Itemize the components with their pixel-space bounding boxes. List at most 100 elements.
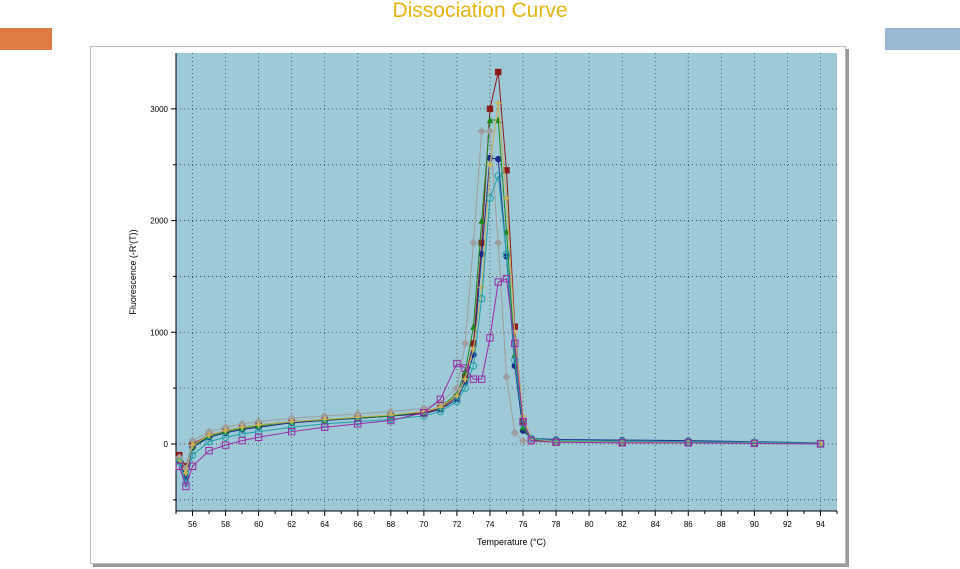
data-point xyxy=(478,239,485,247)
x-tick-label: 64 xyxy=(320,520,329,529)
series-line xyxy=(178,175,821,485)
data-point xyxy=(477,127,486,136)
data-point xyxy=(188,436,197,445)
dissociation-chart: 56 58 60 62 64 66 68 70 72 74 76 78 80 82 84 86 88 90 92 94… xyxy=(128,53,838,547)
data-point xyxy=(254,433,263,441)
data-point xyxy=(419,407,429,416)
data-point xyxy=(478,295,486,303)
y-tick-label: 3000 xyxy=(150,105,168,114)
data-point xyxy=(436,395,445,403)
x-tick-label: 76 xyxy=(519,520,528,529)
data-point xyxy=(551,437,561,446)
accent-bar-left xyxy=(0,28,52,50)
chart-frame: 56 58 60 62 64 66 68 70 72 74 76 78 80 82 84 86 88 90 92 94… xyxy=(90,46,846,564)
data-point xyxy=(486,334,494,342)
data-point xyxy=(461,384,469,392)
data-point xyxy=(618,439,626,447)
data-point xyxy=(477,283,486,292)
data-point xyxy=(518,411,528,421)
data-point xyxy=(469,375,478,383)
data-point xyxy=(617,438,627,447)
data-point xyxy=(684,439,692,447)
data-point xyxy=(503,228,510,235)
data-point xyxy=(354,420,362,428)
data-point xyxy=(436,402,445,412)
data-point xyxy=(470,322,477,330)
data-point xyxy=(387,416,395,425)
data-point xyxy=(287,417,296,426)
data-point xyxy=(486,105,494,113)
data-point xyxy=(461,364,469,372)
data-point xyxy=(205,446,213,455)
data-point xyxy=(495,68,502,76)
y-tick-label: 1000 xyxy=(150,328,168,337)
data-point xyxy=(494,99,503,108)
data-point xyxy=(460,374,470,384)
data-point xyxy=(816,440,825,448)
data-point xyxy=(478,216,485,224)
data-point xyxy=(221,426,230,435)
data-point xyxy=(494,238,503,247)
data-point xyxy=(502,372,511,381)
x-tick-label: 92 xyxy=(783,520,792,529)
data-point xyxy=(204,430,214,440)
data-point xyxy=(205,438,213,446)
slide-title: Dissociation Curve xyxy=(392,0,568,22)
x-tick-label: 74 xyxy=(486,520,495,529)
data-point xyxy=(502,274,511,283)
data-point xyxy=(494,172,502,180)
x-tick-label: 58 xyxy=(221,520,230,529)
data-point xyxy=(469,344,478,354)
data-point xyxy=(175,455,184,464)
x-tick-label: 82 xyxy=(618,520,627,529)
data-point xyxy=(221,441,230,449)
data-point xyxy=(502,194,511,203)
data-point xyxy=(511,356,519,364)
data-point xyxy=(469,238,478,247)
data-point xyxy=(420,408,428,417)
x-tick-label: 68 xyxy=(386,520,395,529)
x-tick-label: 80 xyxy=(585,520,594,529)
data-point xyxy=(175,458,184,466)
x-tick-label: 72 xyxy=(452,520,461,529)
data-point xyxy=(353,412,362,422)
data-point xyxy=(237,423,247,432)
x-tick-label: 70 xyxy=(419,520,428,529)
data-point xyxy=(684,438,693,447)
data-point xyxy=(436,407,445,416)
data-point xyxy=(510,328,519,337)
data-point xyxy=(386,410,396,420)
x-tick-label: 84 xyxy=(651,520,660,529)
data-point xyxy=(181,464,190,473)
data-point xyxy=(452,391,462,401)
x-tick-label: 88 xyxy=(717,520,726,529)
data-point xyxy=(287,423,296,431)
data-point xyxy=(510,428,519,437)
y-tick-label: 2000 xyxy=(150,217,168,226)
data-point xyxy=(320,415,329,424)
x-tick-label: 56 xyxy=(188,520,197,529)
data-point xyxy=(254,427,263,436)
accent-bar-right xyxy=(885,28,960,50)
data-point xyxy=(511,339,519,348)
data-point xyxy=(238,436,246,445)
data-point xyxy=(750,439,759,448)
data-point xyxy=(461,339,470,348)
data-point xyxy=(469,362,478,370)
data-point xyxy=(494,278,502,286)
data-point xyxy=(486,194,494,202)
y-tick-label: 0 xyxy=(164,440,169,449)
data-point xyxy=(182,482,190,491)
y-axis-label: Fluorescence (-R'(T)) xyxy=(128,229,138,314)
x-tick-label: 60 xyxy=(254,520,263,529)
data-point xyxy=(519,436,528,445)
x-tick-label: 86 xyxy=(684,520,693,529)
data-point xyxy=(453,397,461,406)
x-axis-label: Temperature (°C) xyxy=(477,537,546,547)
data-point xyxy=(527,436,535,445)
axes: 56 58 60 62 64 66 68 70 72 74 76 78 80 82 84 86 88 90 92 94… xyxy=(150,53,838,529)
grid-lines xyxy=(176,53,837,511)
data-point xyxy=(287,427,296,436)
data-point xyxy=(503,167,510,174)
series-6 xyxy=(175,274,825,491)
